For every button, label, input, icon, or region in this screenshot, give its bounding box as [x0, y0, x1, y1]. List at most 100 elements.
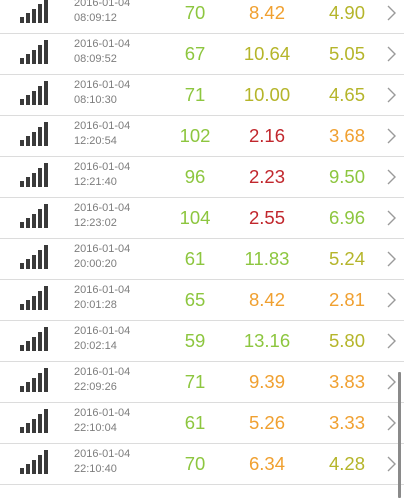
signal-bars-icon: [20, 450, 54, 474]
list-item[interactable]: 2016-01-04 20:01:28 65 8.42 2.81: [0, 280, 404, 321]
signal-bars-icon: [20, 81, 54, 105]
date-text: 2016-01-04: [74, 38, 131, 50]
signal-bars-icon: [20, 40, 54, 64]
value-1: 102: [179, 125, 211, 146]
value-3: 2.81: [328, 289, 365, 310]
value-1: 70: [184, 2, 206, 23]
value-2: 11.83: [244, 248, 290, 269]
value-3: 3.33: [328, 412, 365, 433]
chevron-right-icon[interactable]: [386, 168, 398, 186]
signal-bars-icon: [20, 368, 54, 392]
date-text: 2016-01-04: [74, 284, 131, 296]
date-text: 2016-01-04: [74, 366, 131, 378]
value-2: 6.34: [248, 453, 285, 474]
value-3: 4.65: [328, 84, 365, 105]
list-item[interactable]: 2016-01-04 20:00:20 61 11.83 5.24: [0, 239, 404, 280]
chevron-right-icon[interactable]: [386, 291, 398, 309]
timestamp: 2016-01-04 20:01:28: [74, 283, 130, 312]
signal-bars-icon: [20, 163, 54, 187]
value-1: 59: [184, 330, 206, 351]
chevron-right-icon[interactable]: [386, 45, 398, 63]
value-2: 13.16: [243, 330, 291, 351]
value-2: 2.55: [248, 207, 285, 228]
timestamp: 2016-01-04 22:09:26: [74, 365, 130, 394]
time-text: 20:01:28: [74, 298, 117, 311]
date-text: 2016-01-04: [74, 325, 131, 337]
list-item[interactable]: 2016-01-04 08:09:12 70 8.42 4.90: [0, 0, 404, 34]
list-item[interactable]: 2016-01-04 22:09:26 71 9.39 3.83: [0, 362, 404, 403]
value-2: 2.16: [248, 125, 285, 146]
value-1: 61: [184, 412, 206, 433]
date-text: 2016-01-04: [74, 0, 131, 9]
results-list: 2016-01-04 08:09:12 70 8.42 4.90 2016-01…: [0, 0, 404, 485]
date-text: 2016-01-04: [74, 202, 131, 214]
chevron-right-icon[interactable]: [386, 250, 398, 268]
time-text: 20:02:14: [74, 339, 117, 352]
value-1: 71: [184, 371, 206, 392]
list-item[interactable]: 2016-01-04 08:09:52 67 10.64 5.05: [0, 34, 404, 75]
chevron-right-icon[interactable]: [386, 373, 398, 391]
value-2: 10.64: [243, 43, 291, 64]
scrollbar[interactable]: [398, 372, 401, 498]
value-2: 5.26: [248, 412, 285, 433]
signal-bars-icon: [20, 204, 54, 228]
value-3: 9.50: [328, 166, 365, 187]
value-3: 5.05: [328, 43, 365, 64]
time-text: 12:21:40: [74, 175, 117, 188]
time-text: 08:10:30: [74, 93, 117, 106]
timestamp: 2016-01-04 20:02:14: [74, 324, 130, 353]
signal-bars-icon: [20, 0, 54, 23]
value-3: 5.24: [328, 248, 365, 269]
list-item[interactable]: 2016-01-04 22:10:40 70 6.34 4.28: [0, 444, 404, 485]
chevron-right-icon[interactable]: [386, 127, 398, 145]
value-1: 70: [184, 453, 206, 474]
list-item[interactable]: 2016-01-04 22:10:04 61 5.26 3.33: [0, 403, 404, 444]
timestamp: 2016-01-04 08:09:12: [74, 0, 130, 25]
value-1: 67: [184, 43, 206, 64]
signal-bars-icon: [20, 409, 54, 433]
chevron-right-icon[interactable]: [386, 414, 398, 432]
timestamp: 2016-01-04 08:10:30: [74, 78, 130, 107]
timestamp: 2016-01-04 20:00:20: [74, 242, 130, 271]
list-item[interactable]: 2016-01-04 20:02:14 59 13.16 5.80: [0, 321, 404, 362]
timestamp: 2016-01-04 12:21:40: [74, 160, 130, 189]
time-text: 22:09:26: [74, 380, 117, 393]
value-3: 3.83: [328, 371, 365, 392]
date-text: 2016-01-04: [74, 407, 131, 419]
list-item[interactable]: 2016-01-04 08:10:30 71 10.00 4.65: [0, 75, 404, 116]
date-text: 2016-01-04: [74, 79, 131, 91]
timestamp: 2016-01-04 22:10:40: [74, 447, 130, 476]
value-1: 104: [179, 207, 211, 228]
value-1: 61: [184, 248, 206, 269]
value-3: 4.28: [328, 453, 365, 474]
value-2: 10.00: [243, 84, 291, 105]
timestamp: 2016-01-04 12:20:54: [74, 119, 130, 148]
chevron-right-icon[interactable]: [386, 455, 398, 473]
chevron-right-icon[interactable]: [386, 86, 398, 104]
value-2: 8.42: [248, 289, 285, 310]
value-1: 71: [184, 84, 206, 105]
value-2: 2.23: [248, 166, 285, 187]
time-text: 08:09:12: [74, 11, 117, 24]
time-text: 12:20:54: [74, 134, 117, 147]
timestamp: 2016-01-04 08:09:52: [74, 37, 130, 66]
time-text: 08:09:52: [74, 52, 117, 65]
signal-bars-icon: [20, 286, 54, 310]
time-text: 20:00:20: [74, 257, 117, 270]
list-item[interactable]: 2016-01-04 12:23:02 104 2.55 6.96: [0, 198, 404, 239]
list-item[interactable]: 2016-01-04 12:20:54 102 2.16 3.68: [0, 116, 404, 157]
chevron-right-icon[interactable]: [386, 332, 398, 350]
value-2: 8.42: [248, 2, 285, 23]
value-1: 96: [184, 166, 206, 187]
value-3: 4.90: [328, 2, 365, 23]
date-text: 2016-01-04: [74, 243, 131, 255]
signal-bars-icon: [20, 122, 54, 146]
timestamp: 2016-01-04 22:10:04: [74, 406, 130, 435]
value-3: 5.80: [328, 330, 365, 351]
chevron-right-icon[interactable]: [386, 4, 398, 22]
list-item[interactable]: 2016-01-04 12:21:40 96 2.23 9.50: [0, 157, 404, 198]
date-text: 2016-01-04: [74, 120, 131, 132]
time-text: 22:10:04: [74, 421, 117, 434]
value-3: 3.68: [328, 125, 365, 146]
chevron-right-icon[interactable]: [386, 209, 398, 227]
